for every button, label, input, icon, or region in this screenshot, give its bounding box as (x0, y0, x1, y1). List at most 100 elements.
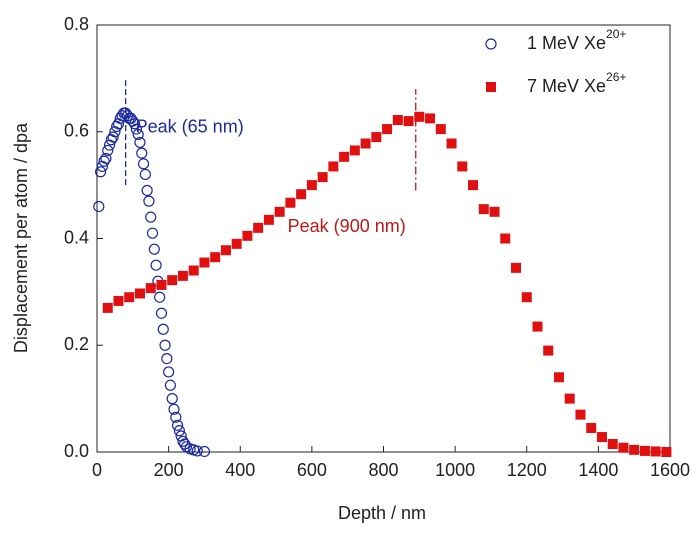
data-point (478, 204, 489, 215)
legend-name: 7 MeV Xe (527, 76, 606, 96)
data-point (170, 411, 182, 423)
x-tick-label: 600 (297, 460, 327, 480)
data-point (425, 113, 436, 124)
data-point (382, 124, 393, 135)
data-point (146, 227, 159, 239)
data-point (168, 403, 180, 415)
data-point (107, 131, 119, 143)
data-point (317, 172, 328, 183)
data-point (629, 444, 640, 455)
data-point (263, 214, 274, 225)
x-tick-label: 0 (92, 460, 102, 480)
data-point (661, 447, 672, 457)
data-point (188, 265, 199, 276)
data-point (296, 189, 307, 200)
data-point (171, 419, 184, 431)
data-point (93, 200, 105, 213)
data-point (130, 123, 142, 135)
data-point (360, 138, 371, 149)
data-point (136, 147, 148, 159)
data-point (98, 155, 110, 167)
data-point (500, 233, 511, 244)
data-point (164, 379, 177, 391)
y-tick-label: 0.8 (64, 14, 89, 34)
data-point (177, 270, 188, 281)
data-point (403, 116, 414, 127)
data-point (468, 180, 479, 191)
data-point (173, 425, 185, 437)
data-point (143, 195, 155, 207)
x-tick-label: 800 (368, 460, 398, 480)
data-point (349, 145, 360, 156)
data-point (607, 438, 618, 449)
data-point (137, 158, 150, 170)
legend-name: 1 MeV Xe (527, 33, 606, 53)
data-point (129, 118, 141, 130)
data-point (532, 321, 543, 332)
data-point (586, 422, 597, 433)
legend-superscript: 20+ (606, 27, 626, 41)
data-point (435, 124, 446, 135)
data-point (159, 339, 171, 351)
data-point (191, 445, 203, 457)
data-point (596, 432, 607, 443)
x-axis-label: Depth / nm (338, 503, 426, 523)
data-point (199, 257, 210, 268)
data-point (328, 161, 339, 172)
data-point (371, 132, 382, 143)
data-point (253, 222, 264, 233)
data-point (166, 393, 178, 405)
data-point (163, 366, 175, 378)
data-point (639, 445, 650, 456)
data-point (306, 180, 317, 191)
data-point (457, 161, 468, 172)
x-tick-label: 1000 (435, 460, 475, 480)
data-point (198, 445, 211, 458)
data-point (285, 197, 296, 208)
y-tick-label: 0.4 (64, 227, 89, 247)
data-point (150, 259, 162, 271)
data-point (446, 138, 457, 149)
x-tick-label: 1200 (507, 460, 547, 480)
data-point (231, 238, 242, 249)
data-point (575, 409, 586, 420)
data-point (134, 288, 145, 299)
data-point (543, 345, 554, 356)
data-point (124, 292, 135, 303)
x-tick-label: 400 (225, 460, 255, 480)
data-point (242, 230, 253, 241)
y-tick-label: 0.2 (64, 334, 89, 354)
data-point (274, 206, 285, 217)
annotation-text: Peak (65 nm) (136, 117, 244, 137)
data-point (145, 211, 157, 223)
data-point (141, 184, 153, 197)
data-point (94, 166, 107, 178)
data-point (489, 206, 500, 217)
data-point (414, 111, 425, 122)
data-point (100, 152, 112, 165)
data-point (618, 442, 629, 453)
data-point (102, 144, 114, 157)
data-point (148, 243, 160, 255)
data-point (134, 136, 146, 149)
data-point (156, 279, 167, 290)
annotation-text: Peak (900 nm) (288, 216, 406, 236)
legend-marker (486, 82, 496, 92)
y-tick-label: 0.0 (64, 441, 89, 461)
data-point (157, 323, 169, 335)
data-point (511, 262, 522, 273)
legend-marker (485, 38, 497, 50)
data-point (139, 168, 151, 181)
legend-label: 1 MeV Xe20+ (527, 27, 626, 53)
data-point (650, 446, 661, 457)
x-tick-label: 1600 (650, 460, 690, 480)
data-point (167, 275, 178, 286)
legend-label: 7 MeV Xe26+ (527, 70, 626, 96)
data-point (154, 291, 166, 303)
data-point (564, 393, 575, 404)
data-point (113, 295, 124, 306)
data-point (521, 292, 532, 303)
x-tick-label: 200 (154, 460, 184, 480)
